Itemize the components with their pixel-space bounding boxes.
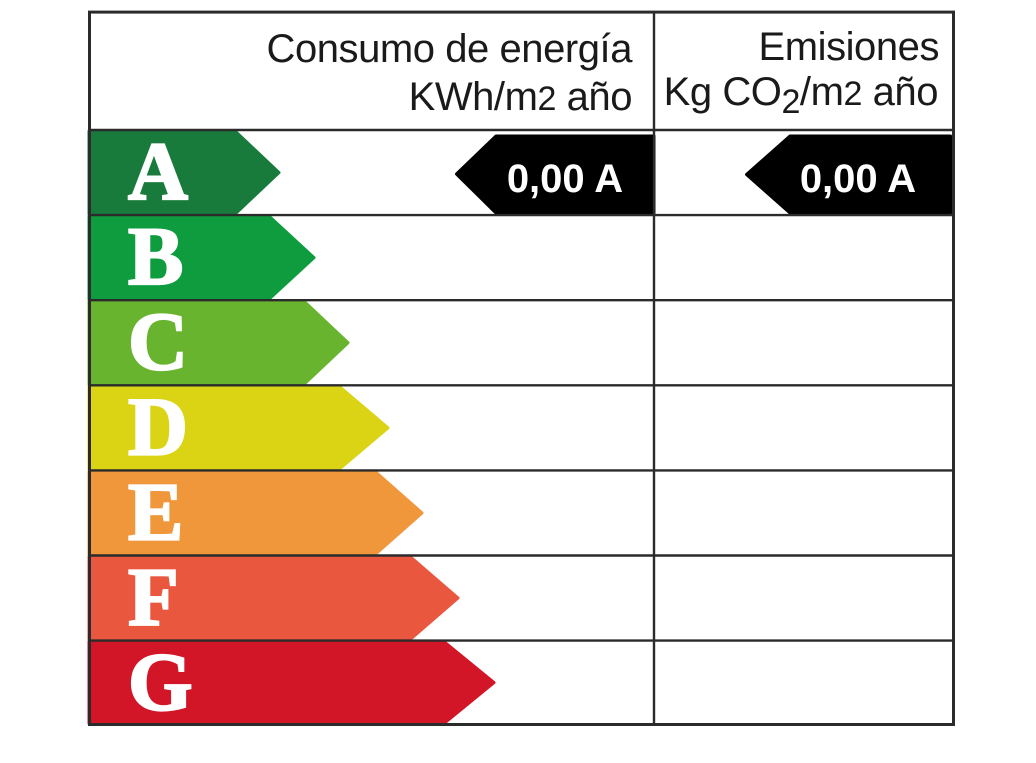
svg-text:F: F <box>128 551 179 643</box>
svg-text:D: D <box>128 380 188 472</box>
svg-text:0,00 A: 0,00 A <box>507 157 623 201</box>
svg-text:Consumo de energía: Consumo de energía <box>267 27 634 71</box>
svg-text:G: G <box>128 636 193 728</box>
svg-text:KWh/m2 año: KWh/m2 año <box>409 75 632 119</box>
svg-text:A: A <box>128 125 188 217</box>
svg-text:E: E <box>128 465 183 557</box>
svg-text:Kg CO2/m2 año: Kg CO2/m2 año <box>664 70 938 121</box>
svg-text:C: C <box>128 295 188 387</box>
svg-text:Emisiones: Emisiones <box>759 25 939 69</box>
svg-text:B: B <box>128 210 183 302</box>
svg-text:0,00 A: 0,00 A <box>800 157 916 201</box>
